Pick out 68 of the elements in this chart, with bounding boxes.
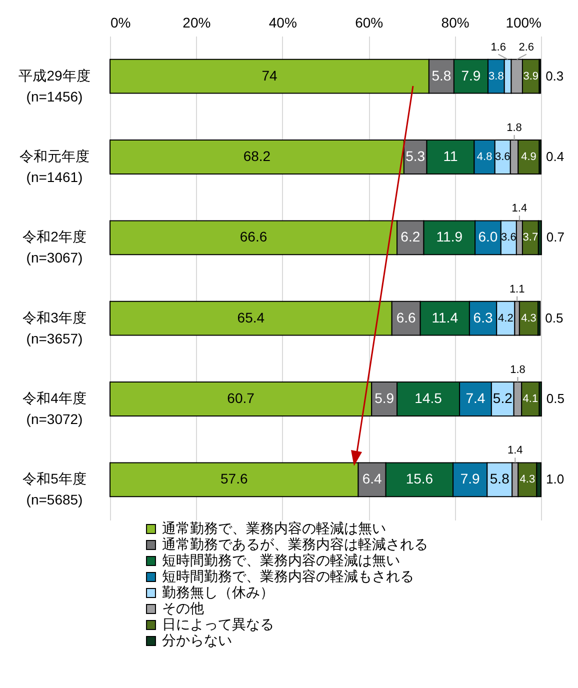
data-label: 4.8 bbox=[476, 151, 492, 163]
y-tick-label: 令和5年度 (n=5685) bbox=[22, 470, 86, 508]
legend-label: 通常勤務であるが、業務内容は軽減される bbox=[162, 536, 428, 552]
legend-label: 短時間勤務で、業務内容の軽減は無い bbox=[162, 552, 400, 568]
data-label: 5.8 bbox=[490, 470, 510, 487]
legend-label: 分からない bbox=[162, 632, 232, 648]
data-label: 3.8 bbox=[488, 70, 504, 82]
data-label: 5.2 bbox=[492, 390, 513, 406]
data-label: 7.9 bbox=[460, 470, 480, 487]
x-tick-label: 100% bbox=[506, 14, 542, 30]
legend-label: 勤務無し（休み） bbox=[162, 584, 274, 600]
y-tick-label: 令和2年度 (n=3067) bbox=[22, 228, 86, 266]
x-tick-label: 40% bbox=[268, 14, 297, 30]
data-label: 2.6 bbox=[518, 41, 534, 54]
data-label: 0.5 bbox=[546, 391, 565, 406]
y-tick-label: 平成29年度 (n=1456) bbox=[18, 67, 90, 104]
data-label: 65.4 bbox=[237, 309, 265, 326]
data-label: 4.2 bbox=[498, 312, 514, 324]
y-tick-label: 令和元年度 (n=1461) bbox=[20, 148, 90, 185]
data-label: 0.5 bbox=[545, 310, 564, 326]
data-label: 1.8 bbox=[510, 364, 526, 376]
data-label: 3.9 bbox=[523, 70, 539, 82]
data-label: 11 bbox=[443, 148, 458, 164]
data-label: 6.4 bbox=[362, 470, 382, 487]
legend-label: その他 bbox=[162, 600, 204, 616]
data-label: 57.6 bbox=[220, 470, 248, 487]
data-label: 5.8 bbox=[432, 67, 452, 84]
data-label: 0.3 bbox=[546, 68, 564, 84]
legend-label: 短時間勤務で、業務内容の軽減もされる bbox=[162, 568, 414, 584]
data-label: 14.5 bbox=[414, 390, 442, 406]
data-label: 7.4 bbox=[466, 390, 486, 406]
legend-label: 通常勤務で、業務内容の軽減は無い bbox=[162, 520, 386, 536]
data-label: 1.6 bbox=[490, 41, 506, 54]
data-label: 0.7 bbox=[546, 230, 565, 245]
data-label: 4.3 bbox=[520, 474, 536, 486]
x-tick-label: 60% bbox=[355, 14, 384, 30]
data-label: 74 bbox=[262, 67, 278, 84]
data-label: 0.4 bbox=[546, 149, 564, 164]
data-label: 15.6 bbox=[406, 470, 434, 487]
data-label: 6.6 bbox=[396, 309, 416, 326]
data-label: 11.4 bbox=[432, 309, 458, 326]
data-label: 11.9 bbox=[436, 228, 463, 245]
data-label: 68.2 bbox=[243, 148, 271, 164]
x-tick-label: 20% bbox=[182, 14, 211, 30]
data-label: 3.6 bbox=[501, 232, 516, 244]
data-label: 1.4 bbox=[512, 202, 528, 215]
data-label: 60.7 bbox=[227, 390, 255, 406]
data-label: 4.3 bbox=[521, 312, 536, 324]
y-tick-label: 令和3年度 (n=3657) bbox=[22, 309, 86, 346]
data-label: 6.0 bbox=[478, 228, 498, 245]
data-label: 3.7 bbox=[522, 232, 538, 244]
data-label: 1.1 bbox=[509, 283, 525, 296]
data-label: 7.9 bbox=[461, 67, 481, 84]
data-label: 1.8 bbox=[506, 122, 522, 134]
x-tick-label: 80% bbox=[441, 14, 470, 30]
data-label: 4.9 bbox=[521, 151, 536, 163]
data-label: 6.3 bbox=[473, 309, 493, 326]
legend-label: 日によって異なる bbox=[162, 616, 274, 632]
data-label: 1.0 bbox=[546, 472, 564, 487]
data-label: 3.6 bbox=[494, 151, 510, 163]
x-tick-label: 0% bbox=[110, 14, 131, 30]
data-label: 5.3 bbox=[406, 148, 426, 164]
data-label: 4.1 bbox=[522, 393, 538, 405]
data-label: 6.2 bbox=[400, 228, 420, 245]
data-label: 5.9 bbox=[374, 390, 394, 406]
y-tick-label: 令和4年度 (n=3072) bbox=[22, 390, 86, 427]
data-label: 66.6 bbox=[240, 228, 268, 245]
data-label: 1.4 bbox=[507, 444, 523, 457]
